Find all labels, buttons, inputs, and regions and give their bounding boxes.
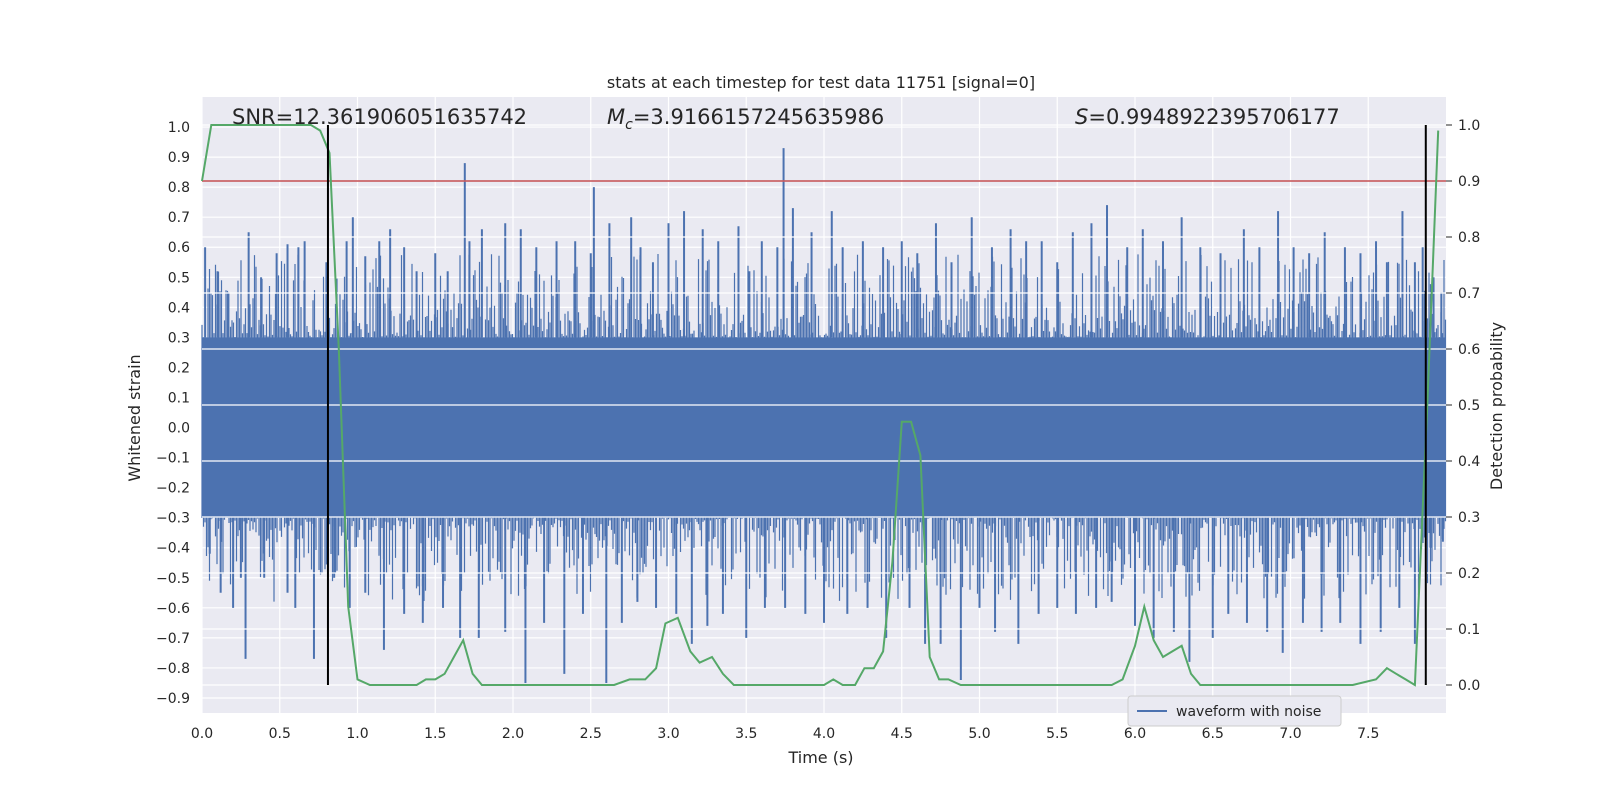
y-tick-label: 0.6 — [168, 240, 190, 256]
y-right-tick-label: 0.7 — [1458, 286, 1480, 302]
x-tick-label: 1.5 — [424, 726, 446, 742]
y-tick-label: 0.2 — [168, 360, 190, 376]
y-right-tick-label: 0.1 — [1458, 622, 1480, 638]
y-right-tick-label: 0.4 — [1458, 454, 1480, 470]
y-right-tick-label: 0.5 — [1458, 398, 1480, 414]
y-right-tick-label: 0.8 — [1458, 230, 1480, 246]
legend-label: waveform with noise — [1176, 704, 1321, 720]
x-tick-label: 5.0 — [968, 726, 990, 742]
detection-probability-line — [201, 124, 1440, 687]
y-right-tick-label: 0.9 — [1458, 174, 1480, 190]
chart-title: stats at each timestep for test data 117… — [607, 73, 1035, 92]
y-tick-label: 1.0 — [168, 120, 190, 136]
waveform-series — [201, 148, 1447, 683]
y-tick-label: 0.5 — [168, 270, 190, 286]
detection-probability-series — [201, 124, 1440, 687]
x-tick-label: 2.0 — [502, 726, 524, 742]
y-tick-label: 0.1 — [168, 390, 190, 406]
y-tick-labels: 1.0 0.9 0.8 0.7 0.6 0.5 0.4 0.3 0.2 0.1 0.0 −0.1 −0.… — [156, 120, 190, 707]
y-tick-label: −0.4 — [156, 541, 190, 557]
x-tick-label: 7.0 — [1279, 726, 1301, 742]
y-right-tick-label: 0.0 — [1458, 678, 1480, 694]
y-tick-label: 0.3 — [168, 330, 190, 346]
x-tick-label: 2.5 — [580, 726, 602, 742]
x-axis-label: Time (s) — [787, 748, 853, 767]
x-tick-label: 3.0 — [657, 726, 679, 742]
y-tick-label: 0.8 — [168, 180, 190, 196]
y-tick-label: 0.0 — [168, 421, 190, 437]
x-tick-label: 4.0 — [813, 726, 835, 742]
y-tick-label: 0.7 — [168, 210, 190, 226]
y-tick-label: −0.8 — [156, 661, 190, 677]
y-tick-label: −0.2 — [156, 481, 190, 497]
waveform-noise — [201, 253, 1447, 602]
y-right-tick-label: 0.2 — [1458, 566, 1480, 582]
y-right-tick-label: 0.6 — [1458, 342, 1480, 358]
y-tick-label: −0.5 — [156, 571, 190, 587]
y-tick-label: −0.7 — [156, 631, 190, 647]
x-tick-label: 3.5 — [735, 726, 757, 742]
x-tick-label: 0.5 — [269, 726, 291, 742]
y-right-tick-label: 1.0 — [1458, 118, 1480, 134]
y-tick-label: −0.3 — [156, 511, 190, 527]
x-tick-label: 6.0 — [1124, 726, 1146, 742]
y-tick-label: −0.9 — [156, 691, 190, 707]
x-tick-label: 0.0 — [191, 726, 213, 742]
x-tick-label: 7.5 — [1357, 726, 1379, 742]
x-tick-label: 6.5 — [1202, 726, 1224, 742]
y-tick-label: −0.6 — [156, 601, 190, 617]
y-axis-label: Whitened strain — [125, 354, 144, 481]
y-tick-label: 0.9 — [168, 150, 190, 166]
x-tick-label: 1.0 — [346, 726, 368, 742]
legend: waveform with noise — [1127, 695, 1342, 727]
y-right-tick-label: 0.3 — [1458, 510, 1480, 526]
snr-annotation: SNR=12.361906051635742 — [232, 105, 527, 129]
x-tick-label: 4.5 — [891, 726, 913, 742]
x-tick-label: 5.5 — [1046, 726, 1068, 742]
x-tick-labels: 0.0 0.5 1.0 1.5 2.0 2.5 3.0 3.5 4.0 4.5 5.0 5.5 6.0 6… — [191, 726, 1380, 742]
vertical-markers — [326, 125, 1427, 685]
legend-box — [1127, 695, 1342, 727]
chirp-mass-annotation: Mc=3.9166157245635986 — [607, 105, 884, 133]
s-annotation: S=0.9948922395706177 — [1075, 105, 1340, 129]
y-tick-label: 0.4 — [168, 300, 190, 316]
y-right-axis-label: Detection probability — [1487, 322, 1506, 490]
y-tick-label: −0.1 — [156, 451, 190, 467]
y-right-tick-labels: 1.0 0.9 0.8 0.7 0.6 0.5 0.4 0.3 0.2 0.1 0.0 — [1458, 118, 1480, 694]
